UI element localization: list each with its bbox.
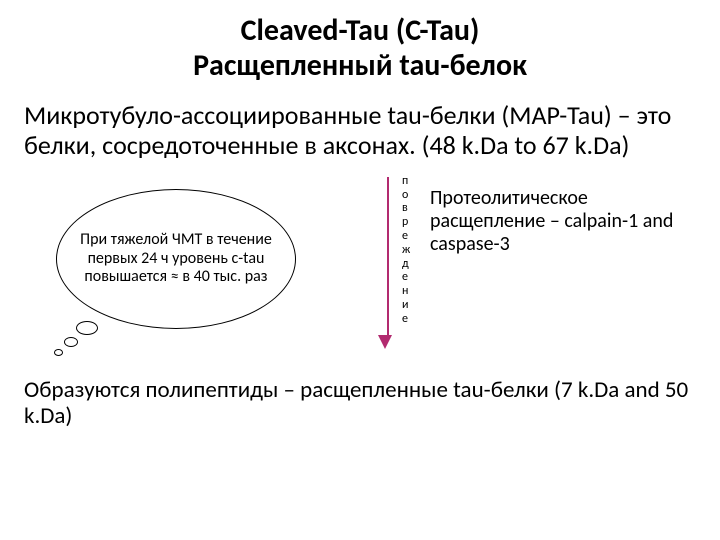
vertical-label-char: и xyxy=(402,299,412,313)
speech-bubble-text: При тяжелой ЧМТ в течение первых 24 ч ур… xyxy=(75,231,277,286)
title-line-1: Cleaved-Tau (C-Tau) xyxy=(0,14,720,49)
bottom-paragraph: Образуются полипептиды – расщепленные ta… xyxy=(0,371,720,430)
title-line-2: Расщепленный tau-белок xyxy=(0,49,720,84)
slide-title: Cleaved-Tau (C-Tau) Расщепленный tau-бел… xyxy=(0,0,720,83)
speech-bubble-tail xyxy=(54,349,63,356)
arrow-head-icon xyxy=(378,335,392,349)
speech-bubble: При тяжелой ЧМТ в течение первых 24 ч ур… xyxy=(56,189,296,329)
vertical-label-char: о xyxy=(402,189,412,203)
vertical-label-char: р xyxy=(402,216,412,230)
down-arrow xyxy=(384,177,392,349)
vertical-label-char: ж xyxy=(402,244,412,258)
arrow-vertical-label: повреждение xyxy=(402,175,412,327)
vertical-label-char: е xyxy=(402,271,412,285)
vertical-label-char: д xyxy=(402,258,412,272)
vertical-label-char: в xyxy=(402,202,412,216)
vertical-label-char: е xyxy=(402,230,412,244)
speech-bubble-tail xyxy=(64,337,78,347)
arrow-shaft xyxy=(387,177,389,335)
speech-bubble-tail xyxy=(76,321,98,335)
vertical-label-char: н xyxy=(402,285,412,299)
vertical-label-char: е xyxy=(402,313,412,327)
middle-region: При тяжелой ЧМТ в течение первых 24 ч ур… xyxy=(0,161,720,371)
right-explanation: Протеолитическое расщепление – calpain-1… xyxy=(430,187,690,256)
vertical-label-char: п xyxy=(402,175,412,189)
intro-paragraph: Микротубуло-ассоциированные tau-белки (M… xyxy=(0,83,720,161)
